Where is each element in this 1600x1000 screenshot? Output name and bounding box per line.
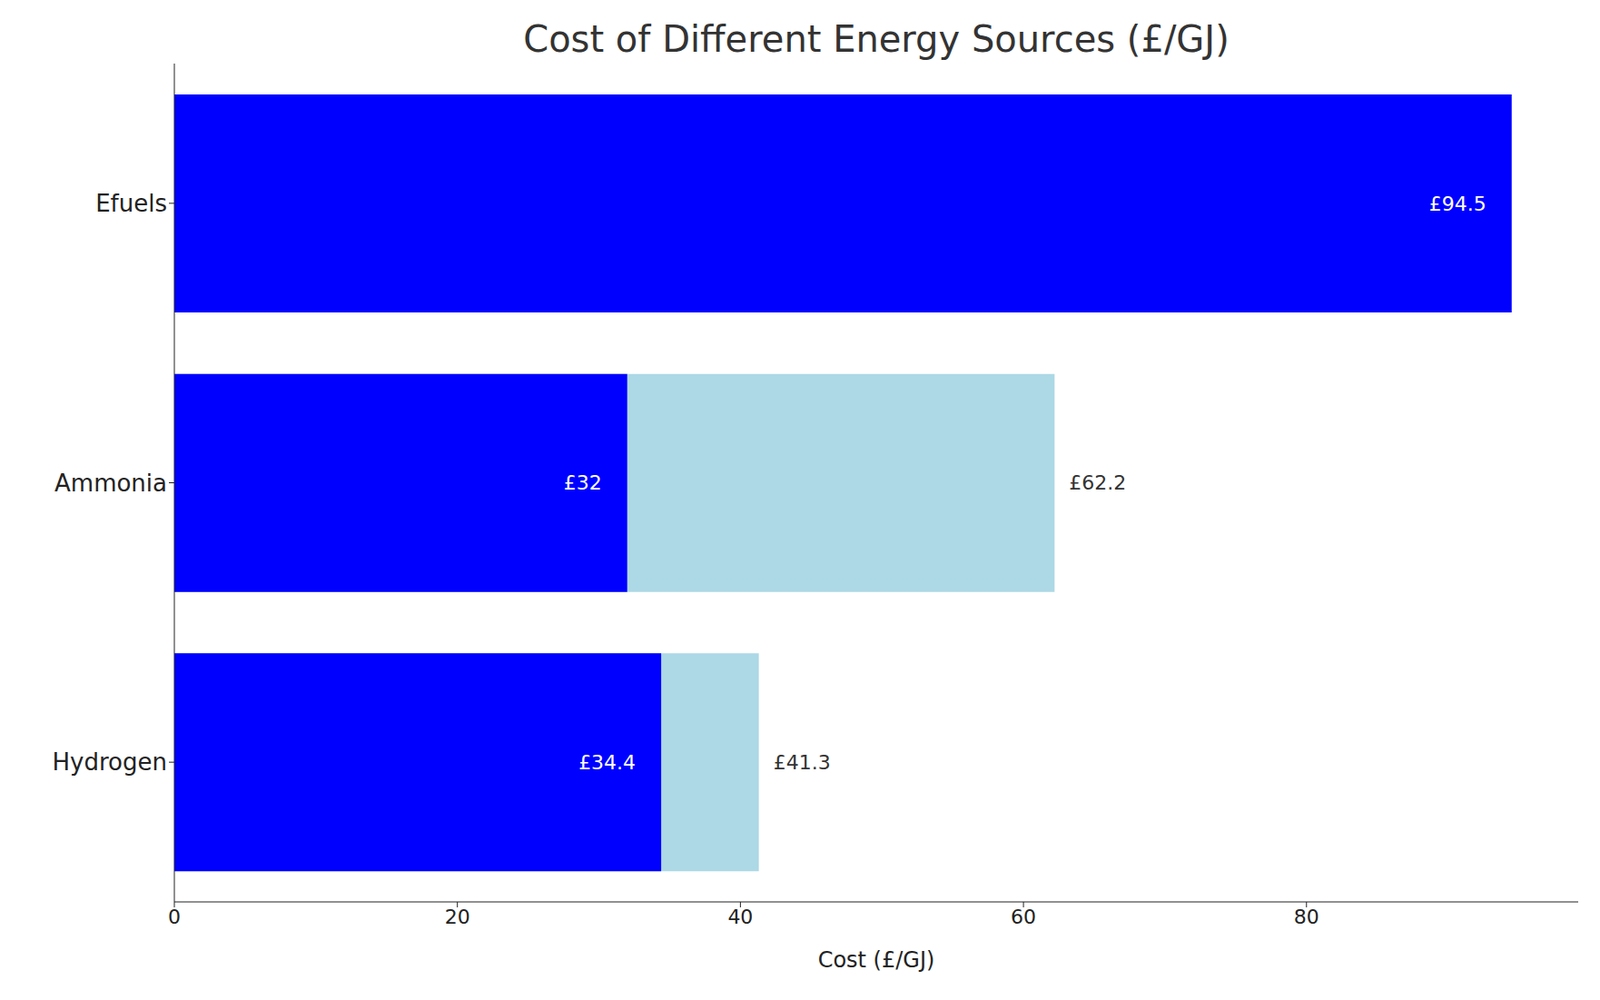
svg-text:60: 60 — [1010, 905, 1037, 929]
svg-text:Efuels: Efuels — [95, 189, 168, 218]
svg-text:Cost (£/GJ): Cost (£/GJ) — [818, 947, 936, 973]
svg-text:£62.2: £62.2 — [1068, 471, 1126, 494]
svg-text:£94.5: £94.5 — [1429, 192, 1487, 216]
svg-text:20: 20 — [444, 905, 471, 929]
html-text:Cost of Different Energy Sourc: Cost of Different Energy Sources (£/GJ) — [523, 18, 1230, 60]
svg-text:£34.4: £34.4 — [578, 750, 636, 774]
svg-text:0: 0 — [167, 905, 181, 929]
svg-text:Ammonia: Ammonia — [54, 469, 168, 497]
svg-text:£41.3: £41.3 — [773, 750, 831, 774]
svg-text:80: 80 — [1293, 905, 1320, 929]
svg-text:£32: £32 — [563, 471, 603, 494]
svg-text:Hydrogen: Hydrogen — [52, 748, 168, 776]
svg-text:40: 40 — [727, 905, 753, 929]
